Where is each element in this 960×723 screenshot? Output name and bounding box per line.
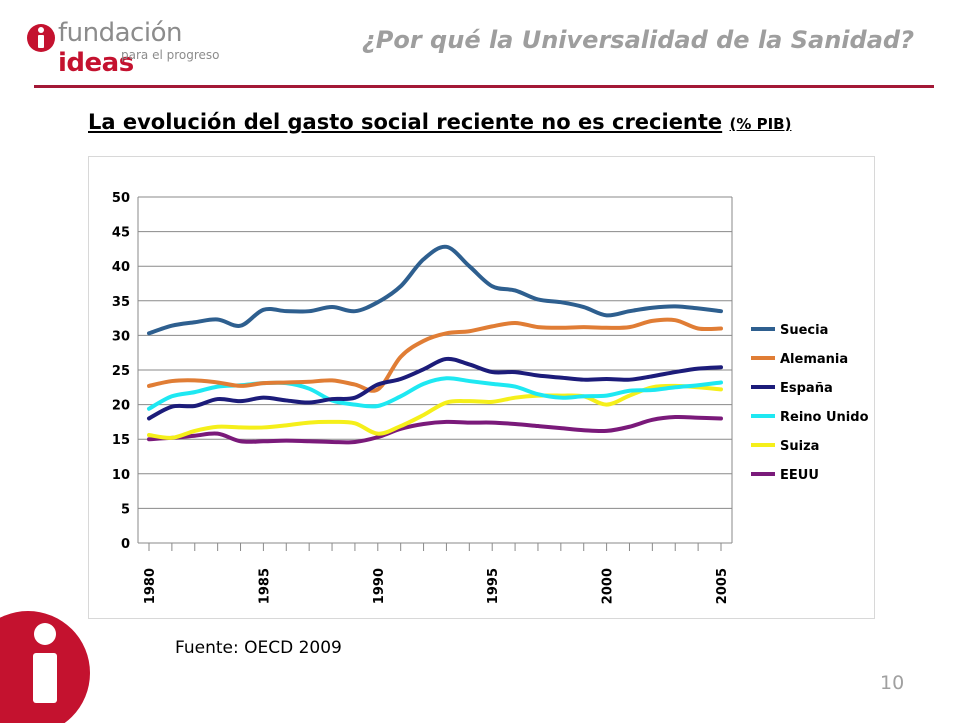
series-line-suecia <box>147 244 723 336</box>
legend-label: Alemania <box>780 352 848 367</box>
y-tick-label: 40 <box>112 260 130 275</box>
y-tick-label: 0 <box>121 537 130 552</box>
y-tick-label: 15 <box>112 433 130 448</box>
y-tick-label: 45 <box>112 226 130 241</box>
legend-label: Reino Unido <box>780 410 869 425</box>
x-tick-label: 1990 <box>372 568 387 604</box>
legend-label: Suecia <box>780 323 828 338</box>
slide-title: La evolución del gasto social reciente n… <box>88 110 791 134</box>
logo-tagline: para el progreso <box>121 48 220 62</box>
legend-label: Suiza <box>780 439 819 454</box>
y-tick-label: 5 <box>121 502 130 517</box>
y-tick-label: 10 <box>112 468 130 483</box>
header-divider <box>34 85 934 88</box>
y-tick-label: 25 <box>112 364 130 379</box>
brand-i-icon <box>0 611 90 723</box>
x-tick-label: 1985 <box>257 568 272 604</box>
slide-title-unit: (% PIB) <box>729 115 792 133</box>
legend-label: España <box>780 381 833 396</box>
line-chart: 0 5 10 15 20 25 30 35 40 45 50 1980 1985 1990 1995 2000… <box>112 191 869 604</box>
x-tick-label: 2000 <box>601 568 616 604</box>
chart-frame: 0 5 10 15 20 25 30 35 40 45 50 1980 1985 1990 1995 2000… <box>88 156 875 619</box>
x-tick-label: 2005 <box>715 568 730 604</box>
series-line-eeuu <box>147 414 723 445</box>
y-tick-label: 20 <box>112 399 130 414</box>
y-tick-label: 50 <box>112 191 130 206</box>
slide-title-main: La evolución del gasto social reciente n… <box>88 110 723 134</box>
series-line-alemania <box>147 317 723 393</box>
y-tick-label: 35 <box>112 295 130 310</box>
legend-label: EEUU <box>780 468 819 483</box>
fundacion-ideas-logo: fundación ideas para el progreso <box>26 18 236 78</box>
page-number: 10 <box>880 672 905 694</box>
y-tick-label: 30 <box>112 329 130 344</box>
x-tick-label: 1995 <box>486 568 501 604</box>
source-note: Fuente: OECD 2009 <box>175 638 342 658</box>
x-tick-label: 1980 <box>143 568 158 604</box>
logo-wordmark: fundación ideas <box>58 18 182 78</box>
logo-i-icon <box>27 24 55 52</box>
series-line-suiza <box>147 383 723 440</box>
series-line-españa <box>147 356 723 421</box>
header-title: ¿Por qué la Universalidad de la Sanidad? <box>361 26 914 54</box>
